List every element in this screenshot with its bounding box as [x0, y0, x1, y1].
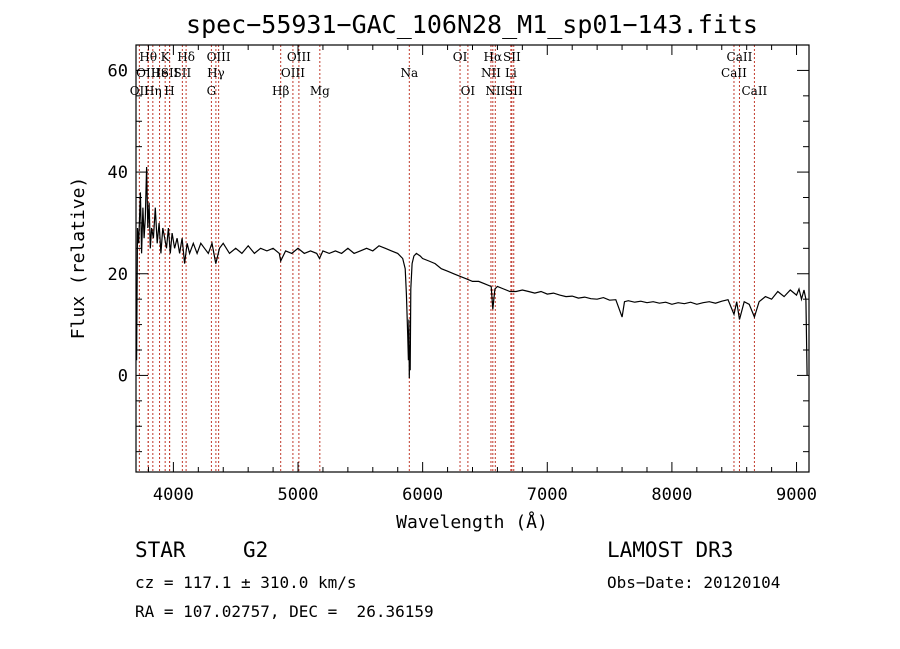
- object-class: STAR: [135, 538, 186, 562]
- line-label-20: Hα: [484, 50, 503, 64]
- line-label-12: G: [207, 84, 217, 98]
- line-label-19: OI: [461, 84, 476, 98]
- y-tick-label-2: 40: [108, 163, 128, 183]
- x-tick-label-3: 7000: [527, 485, 568, 505]
- line-label-15: Hβ: [272, 84, 289, 98]
- line-label-7: H: [164, 84, 174, 98]
- survey-name: LAMOST DR3: [607, 538, 734, 562]
- y-tick-label-1: 20: [108, 265, 128, 285]
- line-label-26: CaII: [727, 50, 753, 64]
- x-tick-label-2: 6000: [402, 485, 443, 505]
- line-label-21: NII: [481, 66, 501, 80]
- coordinates: RA = 107.02757, DEC = 26.36159: [135, 602, 434, 621]
- line-label-3: Hη: [144, 84, 162, 98]
- line-label-16: Mg: [310, 84, 330, 98]
- line-label-8: Hδ: [177, 50, 195, 64]
- line-label-2: OIII: [136, 66, 160, 80]
- line-label-4: He: [151, 66, 169, 80]
- line-label-17: Na: [400, 66, 418, 80]
- x-tick-label-5: 9000: [776, 485, 817, 505]
- line-label-23: SII: [503, 50, 521, 64]
- line-label-27: CaII: [721, 66, 747, 80]
- x-axis-label: Wavelength (Å): [396, 511, 548, 533]
- line-label-22: NII: [485, 84, 505, 98]
- line-label-28: CaII: [741, 84, 767, 98]
- line-label-25: SII: [505, 84, 523, 98]
- line-label-1: Hθ: [139, 50, 157, 64]
- line-label-6: SII: [161, 66, 179, 80]
- y-tick-label-3: 60: [108, 61, 128, 81]
- object-subclass: G2: [243, 538, 269, 562]
- axis-ticks: 4000 5000 6000 7000 8000 9000 0 20 40 60: [108, 44, 817, 505]
- y-axis-label: Flux (relative): [68, 177, 89, 340]
- y-tick-label-0: 0: [118, 366, 128, 386]
- line-label-5: K: [161, 50, 171, 64]
- x-tick-label-4: 8000: [651, 485, 692, 505]
- line-label-11: Hγ: [207, 66, 225, 80]
- line-label-10: OIII: [207, 50, 231, 64]
- emission-line-labels: OIIHθOIIIHηHeKSIIHHδSIIOIIIHγGOIIIOIIIHβ…: [130, 50, 768, 98]
- redshift-velocity: cz = 117.1 ± 310.0 km/s: [135, 573, 357, 592]
- observation-date: Obs−Date: 20120104: [607, 573, 781, 592]
- x-tick-label-1: 5000: [278, 485, 319, 505]
- line-label-13: OIII: [287, 50, 311, 64]
- line-label-14: OIII: [281, 66, 305, 80]
- line-label-0: OII: [130, 84, 150, 98]
- line-label-9: SII: [174, 66, 192, 80]
- line-label-24: Li: [505, 66, 517, 80]
- line-label-18: OI: [453, 50, 468, 64]
- x-tick-label-0: 4000: [153, 485, 194, 505]
- chart-title: spec−55931−GAC_106N28_M1_sp01−143.fits: [186, 10, 758, 39]
- flux-series-line: [136, 166, 808, 379]
